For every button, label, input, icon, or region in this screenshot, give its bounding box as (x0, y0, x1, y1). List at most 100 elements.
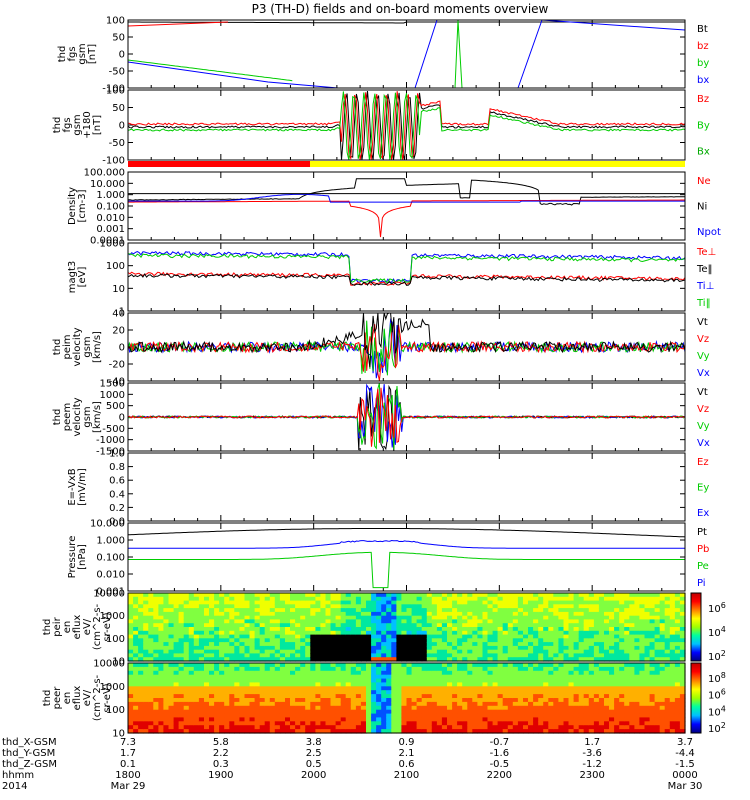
spectrogram-cell (340, 686, 347, 691)
spectrogram-cell (264, 593, 271, 598)
ephemeris-value: -4.4 (675, 748, 695, 759)
spectrogram-cell (229, 725, 235, 730)
spectrogram-cell (452, 694, 458, 699)
legend-vt: Vt (697, 317, 708, 328)
spectrogram-cell (239, 709, 246, 715)
spectrogram-cell (553, 604, 559, 609)
spectrogram-cell (315, 619, 322, 624)
spectrogram-cell (553, 634, 559, 639)
spectrogram-cell (477, 615, 484, 621)
spectrogram-cell (360, 717, 367, 722)
spectrogram-cell (391, 611, 397, 617)
spectrogram-cell (614, 638, 620, 643)
spectrogram-cell (198, 611, 205, 617)
spectrogram-cell (391, 608, 397, 613)
spectrogram-cell (528, 645, 534, 651)
spectrogram-cell (229, 709, 235, 715)
spectrogram-cell (300, 725, 306, 730)
spectrogram-cell (563, 686, 570, 691)
spectrogram-cell (462, 690, 468, 695)
spectrogram-cell (447, 705, 453, 711)
spectrogram-cell (371, 608, 377, 613)
spectrogram-cell (335, 634, 342, 639)
spectrogram-cell (477, 698, 484, 703)
spectrogram-cell (153, 627, 159, 632)
spectrogram-cell (143, 725, 149, 730)
spectrogram-cell (350, 642, 357, 647)
spectrogram-cell (502, 713, 509, 719)
spectrogram-cell (462, 645, 468, 651)
y-tick-label: 50 (112, 103, 125, 114)
spectrogram-cell (269, 678, 276, 684)
spectrogram-cell (659, 674, 666, 680)
spectrogram-cell (269, 600, 276, 605)
spectrogram-cell (472, 630, 478, 636)
spectrogram-cell (629, 649, 635, 655)
spectrogram-cell (497, 645, 504, 651)
spectrogram-cell (614, 649, 620, 655)
spectrogram-cell (360, 593, 367, 598)
spectrogram-cell (229, 649, 235, 655)
spectrogram-cell (593, 642, 600, 647)
spectrogram-cell (401, 666, 408, 672)
spectrogram-cell (406, 623, 413, 628)
spectrogram-cell (264, 721, 271, 726)
spectrogram-cell (568, 627, 575, 632)
spectrogram-cell (274, 690, 281, 695)
spectrogram-cell (264, 615, 271, 621)
spectrogram-cell (335, 657, 342, 662)
spectrogram-cell (477, 623, 484, 628)
spectrogram-cell (609, 608, 615, 613)
spectrogram-cell (553, 638, 559, 643)
spectrogram-cell (366, 725, 372, 730)
spectrogram-cell (497, 611, 504, 617)
spectrogram-cell (588, 638, 595, 643)
spectrogram-cell (421, 729, 428, 734)
spectrogram-cell (224, 611, 230, 617)
legend-vy: Vy (697, 351, 710, 362)
spectrogram-cell (533, 600, 539, 605)
spectrogram-cell (249, 678, 256, 684)
spectrogram-cell (659, 649, 666, 655)
spectrogram-cell (533, 713, 539, 719)
spectrogram-cell (133, 649, 139, 655)
spectrogram-cell (300, 611, 306, 617)
spectrogram-cell (649, 663, 656, 668)
spectrogram-cell (507, 615, 514, 621)
spectrogram-cell (355, 678, 362, 684)
spectrogram-cell (568, 608, 575, 613)
spectrogram-cell (234, 690, 240, 695)
spectrogram-cell (204, 705, 210, 711)
spectrogram-cell (290, 649, 296, 655)
spectrogram-cell (209, 619, 215, 624)
y-tick-label: -50 (109, 138, 125, 149)
spectrogram-cell (639, 623, 646, 628)
spectrogram-cell (163, 630, 170, 636)
spectrogram-cell (669, 649, 676, 655)
spectrogram-cell (583, 690, 590, 695)
spectrogram-cell (416, 686, 423, 691)
spectrogram-cell (128, 698, 134, 703)
spectrogram-cell (472, 686, 478, 691)
spectrogram-cell (158, 690, 165, 695)
spectrogram-cell (244, 701, 251, 707)
spectrogram-cell (138, 713, 144, 719)
spectrogram-cell (381, 686, 387, 691)
spectrogram-cell (350, 713, 357, 719)
spectrogram-cell (386, 663, 392, 668)
spectrogram-cell (406, 653, 413, 658)
spectrogram-cell (355, 682, 362, 687)
spectrogram-cell (219, 709, 225, 715)
date-label: Mar 30 (668, 781, 703, 792)
spectrogram-cell (391, 674, 397, 680)
spectrogram-cell (573, 604, 580, 609)
spectrogram-cell (391, 619, 397, 624)
spectrogram-cell (148, 608, 154, 613)
spectrogram-cell (198, 600, 205, 605)
spectrogram-cell (350, 682, 357, 687)
spectrogram-cell (183, 638, 190, 643)
spectrogram-cell (604, 657, 610, 662)
spectrogram-cell (538, 642, 544, 647)
spectrogram-cell (229, 705, 235, 711)
spectrogram-cell (234, 657, 240, 662)
